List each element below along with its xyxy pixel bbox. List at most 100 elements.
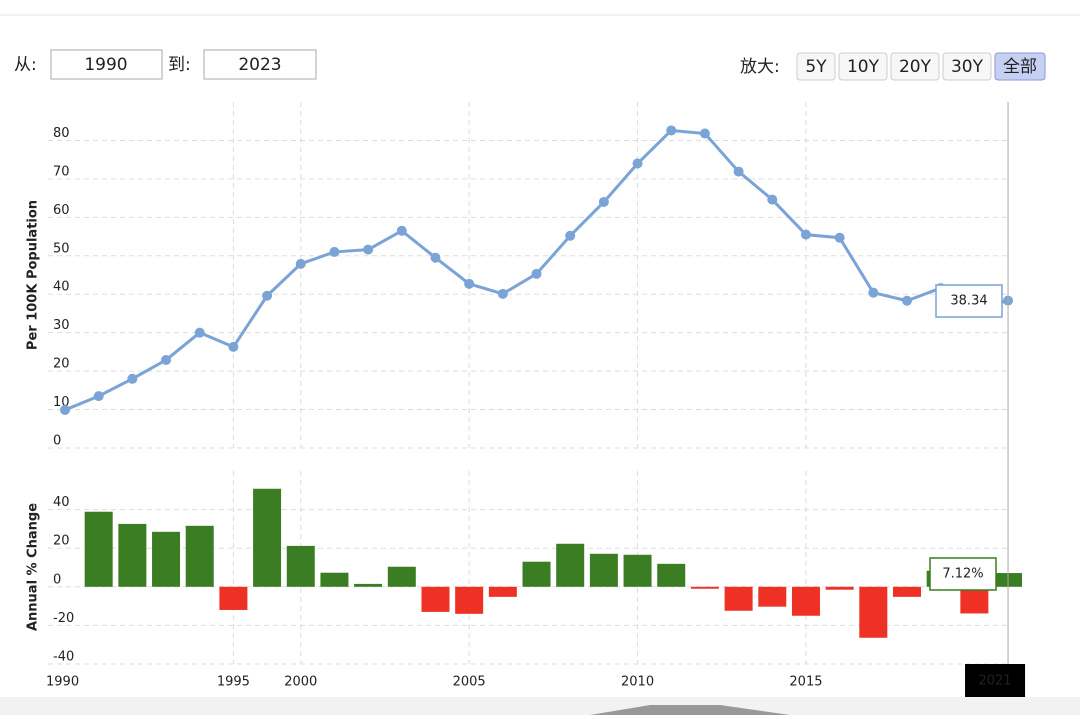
point — [228, 341, 239, 352]
bar — [387, 566, 416, 587]
point — [127, 373, 138, 384]
x-tick-label: 2015 — [789, 675, 822, 690]
zoom-label: 放大: — [740, 57, 780, 77]
tooltip-label: 38.34 — [950, 294, 987, 309]
point — [565, 230, 576, 241]
bar — [690, 586, 719, 589]
bar — [758, 586, 787, 607]
point — [834, 232, 845, 243]
zoom-button-label[interactable]: 5Y — [805, 57, 827, 77]
point — [60, 404, 70, 415]
point — [497, 288, 508, 299]
tooltip — [935, 284, 1003, 318]
y-tick-label: 40 — [53, 280, 70, 295]
bar — [185, 525, 214, 587]
bar — [286, 545, 315, 587]
y-tick-label: 80 — [53, 126, 70, 141]
bar — [960, 586, 989, 614]
tooltip — [929, 557, 997, 591]
y-tick-label: -40 — [53, 650, 74, 665]
point — [666, 125, 677, 136]
x-tick-label: 2010 — [621, 675, 654, 690]
zoom-button-label[interactable]: 全部 — [1003, 57, 1037, 77]
zoom-button[interactable] — [838, 52, 888, 81]
zoom-button-label[interactable]: 30Y — [951, 57, 984, 77]
bar — [791, 586, 820, 616]
from-input[interactable] — [50, 49, 163, 80]
bar — [354, 583, 383, 587]
point — [531, 268, 542, 279]
bar — [488, 586, 517, 597]
bar — [657, 563, 686, 587]
bar — [623, 554, 652, 587]
tooltip-label: 7.12% — [942, 567, 983, 582]
y-tick-label: 0 — [53, 572, 61, 587]
y-tick-label: 0 — [53, 434, 61, 449]
point — [194, 327, 205, 338]
to-label: 到: — [168, 55, 191, 75]
to-value[interactable]: 2023 — [238, 55, 281, 75]
zoom-button[interactable] — [942, 52, 992, 81]
bar — [589, 553, 618, 587]
point — [430, 252, 441, 263]
zoom-button[interactable] — [890, 52, 940, 81]
to-input[interactable] — [203, 49, 317, 80]
point — [800, 229, 811, 240]
point — [93, 391, 104, 402]
zoom-button[interactable] — [796, 52, 836, 81]
x-tick-label: 1995 — [217, 675, 250, 690]
point — [396, 225, 407, 236]
bar — [118, 523, 147, 587]
y-tick-label: 20 — [53, 534, 70, 549]
point — [161, 354, 172, 365]
y-axis-title: Annual % Change — [26, 503, 41, 631]
bar — [320, 572, 349, 587]
y-tick-label: 60 — [53, 203, 70, 218]
point — [363, 244, 374, 255]
bar — [859, 586, 888, 638]
point — [902, 295, 912, 306]
x-tick-label: 2005 — [453, 675, 486, 690]
bar — [522, 561, 551, 587]
point — [733, 166, 744, 177]
crosshair-label-box — [965, 664, 1026, 697]
y-axis-title: Per 100K Population — [26, 200, 41, 350]
point — [329, 246, 340, 257]
bar — [421, 586, 450, 612]
point — [632, 158, 643, 169]
zoom-button[interactable] — [994, 52, 1046, 81]
point — [295, 258, 306, 269]
bar — [219, 586, 248, 610]
y-tick-label: 40 — [53, 495, 70, 510]
x-tick-label: 1990 — [46, 675, 79, 690]
bar — [84, 511, 113, 587]
zoom-button-label[interactable]: 20Y — [899, 57, 932, 77]
bar — [825, 586, 854, 590]
y-tick-label: 20 — [53, 357, 70, 372]
y-tick-label: 70 — [53, 164, 70, 179]
y-tick-label: 30 — [53, 318, 70, 333]
bar — [556, 543, 585, 587]
navigator-series — [590, 705, 790, 715]
point — [464, 278, 475, 289]
crosshair-label: 2021 — [978, 674, 1011, 689]
point — [767, 194, 778, 205]
y-tick-label: -20 — [53, 611, 74, 626]
from-value[interactable]: 1990 — [84, 55, 127, 75]
point — [262, 290, 273, 301]
x-tick-label: 2000 — [284, 675, 317, 690]
bar — [455, 586, 484, 614]
point — [699, 128, 710, 139]
y-tick-label: 50 — [53, 241, 70, 256]
navigator[interactable] — [0, 697, 1080, 715]
bar — [893, 586, 921, 597]
zoom-button-label[interactable]: 10Y — [847, 57, 880, 77]
bar — [152, 531, 181, 587]
point — [598, 196, 609, 207]
from-label: 从: — [14, 55, 37, 75]
point — [868, 287, 879, 298]
bar — [724, 586, 753, 611]
bar — [253, 488, 282, 587]
